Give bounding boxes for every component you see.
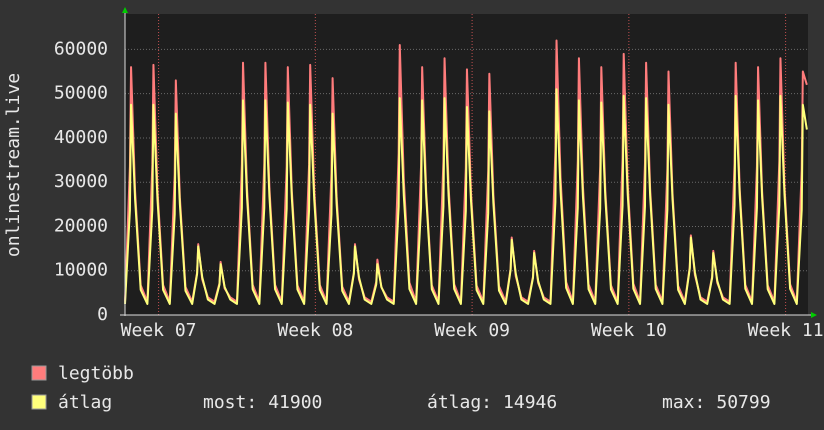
- y-tick-label: 10000: [54, 260, 108, 281]
- series-line: [124, 88, 808, 305]
- x-tick-label: Week 09: [434, 320, 510, 341]
- x-arrow: [811, 312, 817, 318]
- legend-swatch: [31, 394, 47, 410]
- legend-label: legtöbb: [58, 363, 134, 384]
- stat: átlag: 14946: [427, 392, 557, 413]
- stat-value: 50799: [716, 392, 770, 413]
- legend-label: átlag: [58, 392, 112, 413]
- stat-label: most:: [203, 392, 257, 413]
- stat: max: 50799: [662, 392, 771, 413]
- x-tick-label: Week 08: [277, 320, 353, 341]
- x-tick-label: Week 11: [748, 320, 824, 341]
- y-arrow: [122, 7, 128, 13]
- stat-value: 41900: [268, 392, 322, 413]
- stat-label: átlag:: [427, 392, 492, 413]
- x-tick-label: Week 07: [121, 320, 197, 341]
- y-tick-label: 40000: [54, 127, 108, 148]
- y-tick-label: 0: [97, 304, 108, 325]
- y-tick-label: 60000: [54, 38, 108, 59]
- stat: most: 41900: [203, 392, 322, 413]
- stat-value: 14946: [503, 392, 557, 413]
- y-axis-label: onlinestream.live: [3, 73, 24, 257]
- y-tick-label: 30000: [54, 171, 108, 192]
- x-tick-label: Week 10: [591, 320, 667, 341]
- stat-label: max:: [662, 392, 705, 413]
- lines: [124, 39, 808, 305]
- grid: [125, 14, 808, 316]
- y-tick-label: 50000: [54, 83, 108, 104]
- legend-swatch: [31, 365, 47, 381]
- y-tick-label: 20000: [54, 215, 108, 236]
